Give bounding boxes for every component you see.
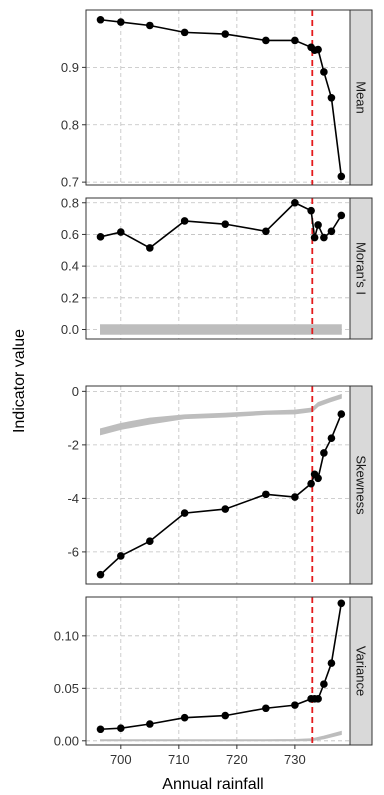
x-tick-label: 720 (226, 752, 248, 767)
data-point (327, 93, 336, 102)
data-point (320, 68, 328, 76)
data-point (307, 206, 315, 215)
y-tick-label: 0.05 (54, 681, 79, 696)
panel-moran-s-i: 0.0 0.2 0.4 0.6 0.8 Moran's I (61, 195, 373, 340)
data-point (314, 474, 322, 483)
data-point (320, 233, 328, 242)
null-band (100, 730, 342, 742)
data-point (291, 701, 299, 709)
panel-variance: 0.00 0.05 0.10 Variance (54, 596, 373, 748)
y-tick-label: 0 (72, 384, 79, 399)
data-point (146, 537, 154, 545)
y-tick-label: 0.10 (54, 628, 79, 643)
data-point (146, 720, 154, 728)
data-point (327, 659, 336, 667)
y-tick-label: 0.2 (61, 290, 79, 305)
facet-strip (349, 9, 373, 186)
x-tick-label: 710 (168, 752, 190, 767)
panel-background (86, 198, 350, 339)
y-tick-label: 0.8 (61, 117, 79, 132)
facet-label: Skewness (354, 455, 369, 515)
data-point (310, 233, 319, 242)
data-point (320, 680, 328, 688)
x-tick-label: 700 (110, 752, 132, 767)
data-point (221, 30, 230, 38)
x-tick-label: 730 (284, 752, 306, 767)
y-tick-label: 0.6 (61, 227, 79, 242)
data-point (262, 36, 270, 45)
y-tick-label: 0.7 (61, 175, 79, 190)
y-axis-title: Indicator value (11, 329, 28, 433)
data-point (337, 410, 346, 418)
facet-strip (349, 197, 373, 340)
y-tick-label: -6 (67, 544, 79, 559)
data-point (96, 15, 105, 24)
y-tick-label: 0.00 (54, 733, 79, 748)
panel-skewness: -6 -4 -2 0 Skewness (67, 384, 373, 585)
data-point (96, 570, 105, 579)
data-point (337, 172, 346, 181)
data-point (307, 479, 315, 488)
y-tick-label: -2 (67, 437, 79, 452)
data-point (291, 198, 299, 207)
data-point (221, 711, 230, 720)
facet-label: Moran's I (354, 242, 369, 295)
data-point (117, 228, 125, 236)
y-tick-label: 0.9 (61, 60, 79, 75)
data-point (117, 18, 125, 26)
data-point (96, 725, 105, 734)
data-point (180, 713, 189, 722)
data-point (314, 45, 322, 54)
data-point (320, 449, 328, 457)
data-point (96, 233, 105, 241)
x-axis-title: Annual rainfall (162, 776, 263, 793)
y-tick-label: 0.0 (61, 322, 79, 337)
data-point (327, 434, 336, 442)
data-point (146, 244, 154, 252)
data-point (262, 490, 270, 499)
panel-background (86, 10, 350, 185)
data-point (146, 21, 154, 30)
y-tick-label: -4 (67, 491, 79, 506)
data-point (221, 505, 230, 513)
facet-strip (349, 596, 373, 746)
data-point (314, 221, 322, 229)
facet-strip (349, 385, 373, 585)
data-point (180, 217, 189, 225)
data-point (221, 220, 230, 228)
data-point (262, 704, 270, 713)
facet-label: Variance (354, 646, 369, 696)
data-point (327, 227, 336, 236)
data-point (180, 28, 189, 37)
data-point (291, 493, 299, 501)
data-point (314, 695, 322, 703)
y-tick-label: 0.8 (61, 195, 79, 210)
facet-label: Mean (354, 81, 369, 114)
null-band (100, 393, 342, 436)
data-point (262, 227, 270, 236)
data-point (291, 36, 299, 45)
y-tick-label: 0.4 (61, 259, 79, 274)
panel-background (86, 597, 350, 745)
data-point (337, 211, 346, 220)
data-point (117, 552, 125, 560)
data-point (117, 724, 125, 733)
panel-mean: 0.7 0.8 0.9 Mean (61, 9, 373, 190)
data-point (180, 509, 189, 517)
data-point (337, 599, 346, 608)
null-band (100, 324, 342, 335)
